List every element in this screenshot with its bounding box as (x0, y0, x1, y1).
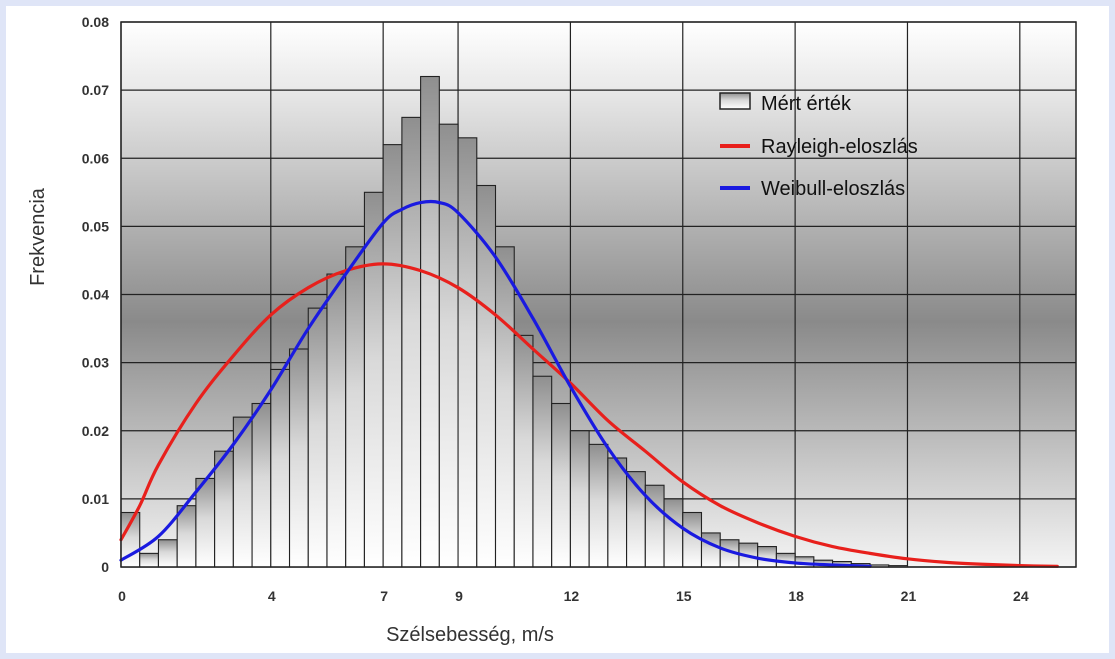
legend: Mért érték Rayleigh-eloszlás Weibull-elo… (719, 92, 918, 200)
series-line-1 (119, 199, 872, 568)
histogram-bar-4 (195, 477, 216, 568)
histogram-bar-8 (270, 368, 291, 568)
x-tick-label-5: 15 (676, 588, 692, 604)
legend-label-rayleigh: Rayleigh-eloszlás (761, 136, 918, 158)
histogram-bar-14 (382, 144, 403, 568)
x-tick-label-7: 21 (901, 588, 917, 604)
x-axis-title: Szélsebesség, m/s (386, 624, 554, 646)
histogram-bar-5 (214, 450, 234, 568)
histogram-bar-34 (757, 546, 777, 568)
histogram-bar-23 (551, 402, 571, 568)
histogram-bar-12 (345, 246, 365, 568)
x-tick-label-2: 7 (380, 588, 388, 604)
histogram-bar-17 (438, 123, 459, 568)
histogram-bar-21 (513, 334, 534, 568)
y-tick-label-2: 0.02 (82, 423, 109, 439)
y-tick-label-5: 0.05 (82, 218, 109, 234)
histogram-bar-30 (682, 511, 703, 568)
y-tick-label-8: 0.08 (82, 14, 109, 30)
histogram-bar-25 (588, 443, 609, 568)
histogram-bar-15 (401, 116, 422, 568)
histogram-bar-18 (457, 137, 478, 568)
histogram-bar-7 (251, 402, 272, 568)
histogram-bar-20 (494, 246, 515, 568)
histogram-bar-13 (363, 191, 384, 568)
legend-label-histogram: Mért érték (761, 93, 852, 115)
x-tick-label-3: 9 (455, 588, 463, 604)
series-line-0 (119, 262, 1059, 568)
y-axis-ticks: 0 0.01 0.02 0.03 0.04 0.05 0.06 0.07 0.08 (82, 14, 109, 575)
histogram-bar-29 (663, 498, 684, 568)
y-axis-title: Frekvencia (27, 187, 49, 286)
y-tick-label-0: 0 (101, 559, 109, 575)
y-tick-label-3: 0.03 (82, 355, 109, 371)
histogram-bar-11 (326, 273, 347, 568)
histogram-bar-31 (700, 532, 721, 568)
histogram-bar-1 (139, 552, 160, 568)
histogram-bar-24 (569, 430, 590, 568)
x-tick-label-1: 4 (268, 588, 276, 604)
histogram-bar-3 (176, 505, 197, 568)
x-tick-label-8: 24 (1013, 588, 1029, 604)
x-axis-ticks: 0 4 7 9 12 15 18 21 24 (118, 588, 1029, 604)
histogram-bar-10 (307, 307, 328, 568)
y-tick-label-6: 0.06 (82, 150, 109, 166)
histogram-bar-22 (532, 375, 553, 568)
histogram-bar-16 (420, 75, 440, 568)
x-tick-label-6: 18 (788, 588, 804, 604)
y-tick-label-7: 0.07 (82, 82, 109, 98)
distribution-lines (119, 199, 1059, 568)
plot-border (120, 21, 1077, 568)
histogram-bar-9 (288, 348, 309, 568)
legend-label-weibull: Weibull-eloszlás (761, 178, 905, 200)
x-tick-label-4: 12 (564, 588, 580, 604)
legend-swatch-histogram (719, 92, 751, 110)
y-tick-label-1: 0.01 (82, 491, 109, 507)
histogram-bar-26 (607, 457, 628, 568)
histogram-bar-2 (157, 539, 178, 568)
y-tick-label-4: 0.04 (82, 287, 109, 303)
x-tick-label-0: 0 (118, 588, 126, 604)
